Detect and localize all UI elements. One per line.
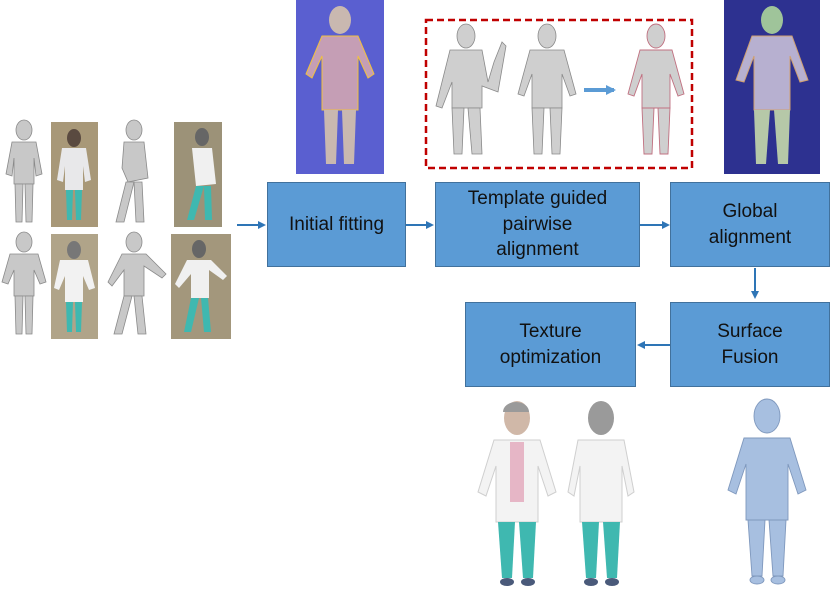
global-alignment-line-1: Global — [722, 200, 778, 222]
human-mesh-icon — [477, 401, 557, 586]
input-mesh-side-2 — [107, 231, 167, 335]
input-mesh-side-1 — [115, 119, 149, 223]
texture-optimization-box: Texture optimization — [465, 302, 636, 387]
textured-result-back — [567, 401, 635, 586]
fused-surface-result — [727, 398, 807, 585]
surface-fusion-box: Surface Fusion — [670, 302, 830, 387]
human-mesh-icon — [724, 0, 820, 174]
pairwise-mesh-target — [517, 23, 577, 155]
surface-fusion-label: Surface Fusion — [717, 319, 782, 370]
human-mesh-icon — [627, 23, 685, 155]
input-photo-back-1 — [51, 234, 98, 339]
input-photo-side-1 — [174, 122, 222, 227]
dashed-highlight-frame — [424, 18, 694, 170]
texture-optimization-line-2: optimization — [499, 346, 602, 368]
input-mesh-front-1 — [5, 119, 43, 223]
rgb-photo-icon — [171, 234, 231, 339]
textured-result-front — [477, 401, 557, 586]
input-mesh-back-1 — [1, 231, 47, 335]
global-alignment-box: Global alignment — [670, 182, 830, 267]
pairwise-mesh-source — [435, 23, 507, 155]
texture-optimization-label: Texture optimization — [500, 319, 601, 370]
human-mesh-icon — [517, 23, 577, 155]
human-mesh-icon — [727, 398, 807, 585]
human-mesh-icon — [1, 231, 47, 335]
pairwise-alignment-line-3: alignment — [496, 239, 579, 261]
human-mesh-icon — [567, 401, 635, 586]
pairwise-alignment-line-2: pairwise — [502, 213, 573, 235]
global-alignment-line-2: alignment — [708, 226, 792, 248]
human-mesh-icon — [107, 231, 167, 335]
surface-fusion-line-2: Fusion — [721, 346, 779, 368]
human-mesh-icon — [435, 23, 507, 155]
rgb-photo-icon — [51, 122, 98, 227]
rgb-photo-icon — [51, 234, 98, 339]
initial-fitting-box: Initial fitting — [267, 182, 406, 267]
human-mesh-icon — [296, 0, 384, 174]
global-alignment-label: Global alignment — [709, 199, 791, 250]
surface-fusion-line-1: Surface — [717, 320, 783, 342]
pairwise-alignment-label: Template guided pairwise alignment — [468, 186, 607, 263]
global-alignment-scan — [724, 0, 820, 174]
human-mesh-icon — [5, 119, 43, 223]
input-photo-front-1 — [51, 122, 98, 227]
input-photo-side-2 — [171, 234, 231, 339]
rgb-photo-icon — [174, 122, 222, 227]
human-mesh-icon — [115, 119, 149, 223]
pairwise-mesh-aligned — [627, 23, 685, 155]
initial-fitting-label: Initial fitting — [289, 212, 384, 238]
texture-optimization-line-1: Texture — [519, 320, 582, 342]
pairwise-alignment-line-1: Template guided — [467, 188, 608, 210]
initial-fitting-scan — [296, 0, 384, 174]
pairwise-alignment-box: Template guided pairwise alignment — [435, 182, 640, 267]
initial-fitting-line-1: Initial fitting — [288, 213, 385, 235]
